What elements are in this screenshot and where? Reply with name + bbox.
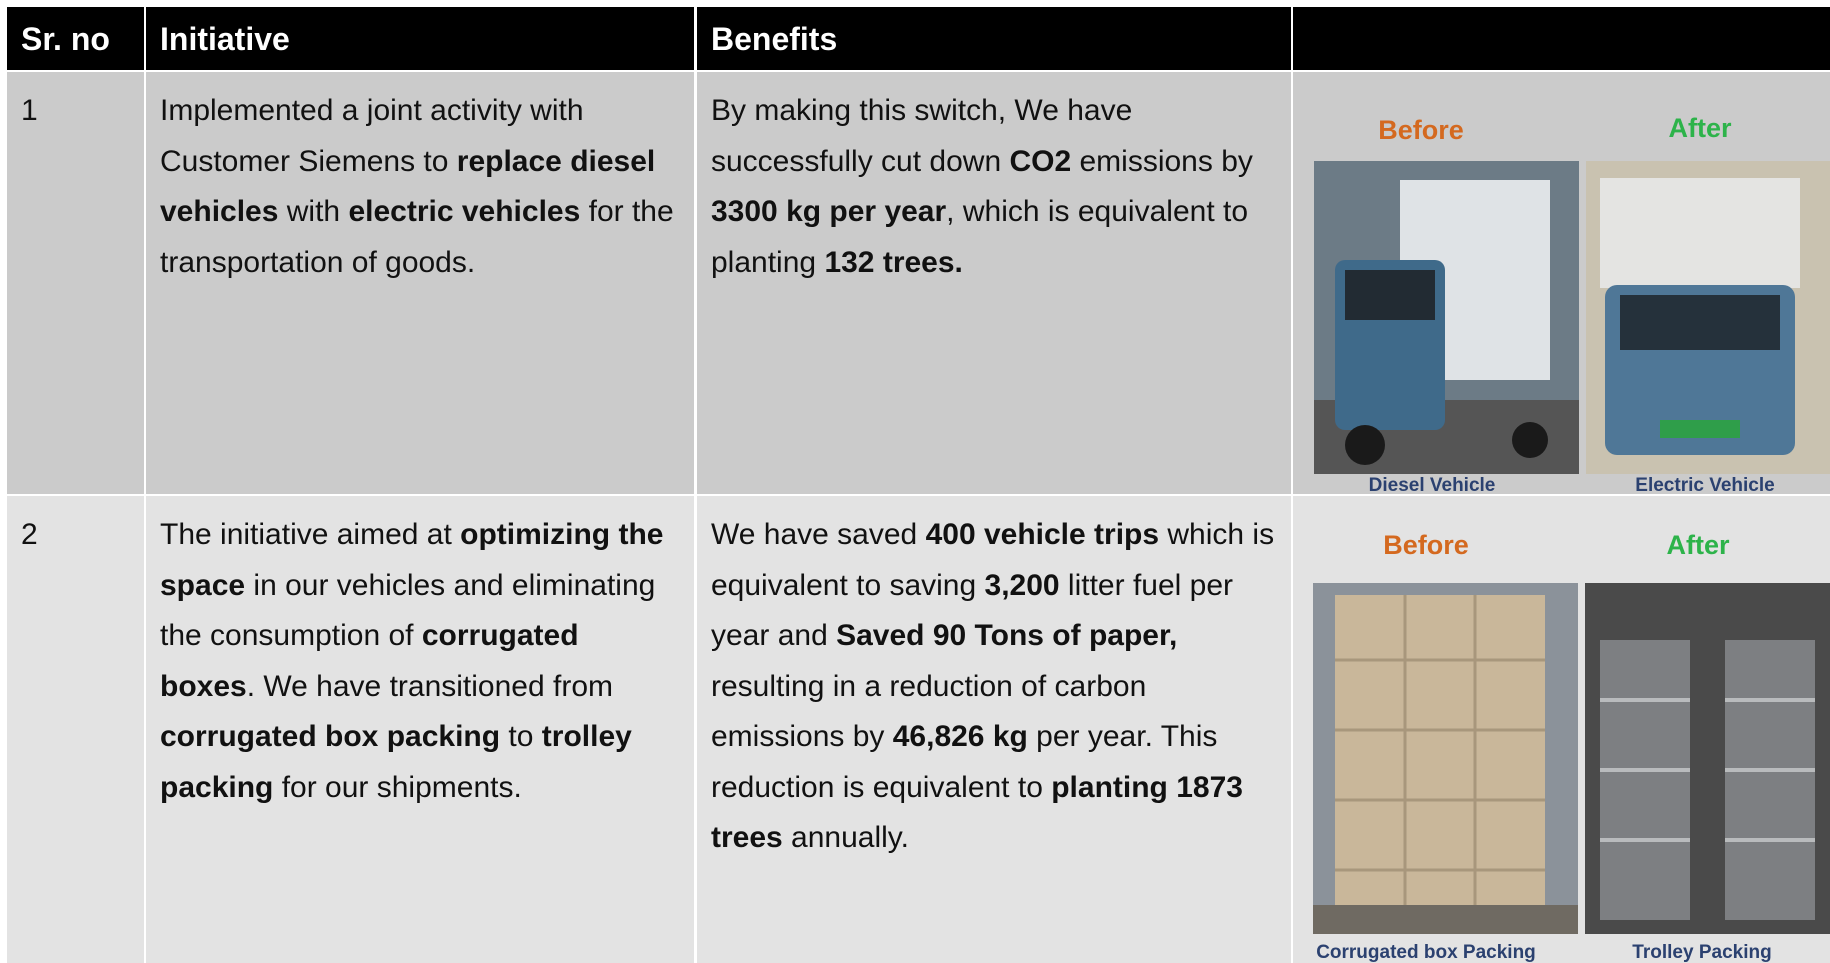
caption: Corrugated box Packing bbox=[1316, 942, 1536, 963]
after-label: After bbox=[1668, 113, 1731, 143]
text: litter fuel per year and bbox=[711, 568, 1234, 653]
text: The initiative aimed at bbox=[160, 518, 461, 551]
text: , which is equivalent to planting bbox=[711, 195, 1249, 279]
bold-text: replace diesel vehicles bbox=[160, 144, 656, 229]
electric-photo bbox=[1586, 161, 1830, 474]
header-cell bbox=[1293, 7, 1830, 70]
text: with bbox=[278, 195, 349, 228]
bold-text: optimizing the space bbox=[160, 518, 664, 602]
initiative-cell: Implemented a joint activity with Custom… bbox=[146, 72, 694, 494]
sr-cell: 2 bbox=[7, 496, 144, 963]
bold-text: corrugated box packing bbox=[160, 720, 501, 753]
bold-text: 400 vehicle trips bbox=[925, 518, 1160, 551]
bold-text: planting 1873 trees bbox=[711, 770, 1243, 855]
caption: Diesel Vehicle bbox=[1369, 475, 1496, 496]
caption: Trolley Packing bbox=[1632, 942, 1771, 963]
text: which is equivalent to saving bbox=[711, 518, 1275, 602]
text: to bbox=[500, 720, 542, 753]
text: annually. bbox=[782, 821, 909, 854]
before-label: Before bbox=[1383, 530, 1469, 560]
text: . We have transitioned from bbox=[246, 669, 614, 703]
bold-text: 46,826 kg bbox=[892, 720, 1028, 753]
text: By making this switch, We have successfu… bbox=[711, 94, 1133, 178]
text: for the transportation of goods. bbox=[160, 195, 674, 279]
before-label: Before bbox=[1378, 115, 1464, 145]
bold-text: 3300 kg per year bbox=[711, 195, 947, 228]
bold-text: 3,200 bbox=[984, 568, 1060, 602]
text: Implemented a joint activity with Custom… bbox=[160, 94, 584, 178]
header-cell: Initiative bbox=[146, 7, 694, 70]
text: We have saved bbox=[711, 518, 926, 551]
bold-text: trolley packing bbox=[160, 720, 632, 804]
text: for our shipments. bbox=[273, 770, 522, 804]
bold-text: electric vehicles bbox=[348, 195, 581, 228]
bold-text: CO2 bbox=[1009, 144, 1072, 178]
text: in our vehicles and eliminating the cons… bbox=[160, 568, 656, 653]
text: resulting in a reduction of carbon emiss… bbox=[711, 669, 1147, 754]
bold-text: 132 trees. bbox=[824, 245, 963, 279]
diesel-photo bbox=[1314, 161, 1579, 474]
initiative-cell: The initiative aimed at optimizing the s… bbox=[146, 496, 694, 963]
boxes-photo bbox=[1313, 583, 1578, 934]
trolley-photo bbox=[1585, 583, 1830, 934]
text: per year. This reduction is equivalent t… bbox=[711, 720, 1218, 804]
header-cell: Sr. no bbox=[7, 7, 144, 70]
benefits-cell: By making this switch, We have successfu… bbox=[697, 72, 1291, 494]
text: emissions by bbox=[1071, 144, 1253, 178]
caption: Electric Vehicle bbox=[1635, 475, 1774, 496]
sr-cell: 1 bbox=[7, 72, 144, 494]
after-label: After bbox=[1666, 530, 1729, 560]
header-cell: Benefits bbox=[697, 7, 1291, 70]
bold-text: corrugated boxes bbox=[160, 619, 579, 703]
benefits-cell: We have saved 400 vehicle trips which is… bbox=[697, 496, 1291, 963]
bold-text: Saved 90 Tons of paper, bbox=[836, 619, 1178, 652]
